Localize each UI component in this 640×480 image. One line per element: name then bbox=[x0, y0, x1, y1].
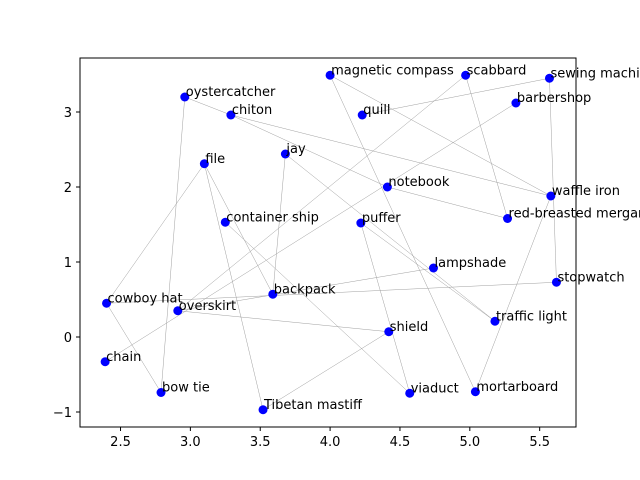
point-label-viaduct: viaduct bbox=[411, 381, 459, 396]
point-label-cowboy-hat: cowboy hat bbox=[108, 291, 183, 306]
edge-container-ship-to-viaduct bbox=[225, 222, 410, 394]
point-quill bbox=[357, 110, 367, 120]
point-label-red-breasted-merganser: red-breasted merganser bbox=[509, 207, 640, 222]
point-barbershop bbox=[511, 98, 521, 108]
point-label-puffer: puffer bbox=[362, 211, 401, 226]
edge-oystercatcher-to-bow-tie bbox=[160, 96, 186, 393]
point-label-tibetan-mastiff: Tibetan mastiff bbox=[263, 398, 363, 413]
edge-lampshade-to-overskirt bbox=[177, 267, 434, 311]
point-label-chain: chain bbox=[106, 350, 141, 365]
edge-magnetic-compass-to-mortarboard bbox=[329, 75, 476, 392]
x-tick-label: 5.0 bbox=[459, 435, 480, 450]
x-tick-label: 5.5 bbox=[529, 435, 550, 450]
edge-overskirt-to-shield bbox=[177, 310, 389, 332]
point-file bbox=[199, 159, 209, 169]
point-puffer bbox=[356, 218, 366, 228]
point-label-lampshade: lampshade bbox=[434, 256, 506, 271]
point-container-ship bbox=[220, 217, 230, 227]
x-tick-label: 4.0 bbox=[320, 435, 341, 450]
edge-magnetic-compass-to-waffle-iron bbox=[329, 75, 551, 197]
edge-chiton-to-waffle-iron bbox=[230, 114, 551, 197]
point-notebook bbox=[382, 182, 392, 192]
point-label-traffic-light: traffic light bbox=[496, 309, 567, 324]
x-tick-label: 3.5 bbox=[250, 435, 271, 450]
point-jay bbox=[280, 149, 290, 159]
point-label-scabbard: scabbard bbox=[467, 63, 527, 78]
labels-layer: magnetic compass scabbard sewing machine oy… bbox=[106, 63, 640, 413]
points-layer bbox=[100, 70, 561, 415]
edge-shield-to-tibetan-mastiff bbox=[262, 331, 389, 410]
edge-cowboy-hat-to-bow-tie bbox=[106, 303, 162, 393]
x-tick-label: 3.0 bbox=[180, 435, 201, 450]
edge-sewing-machine-to-stopwatch bbox=[549, 78, 557, 283]
y-tick-label: 2 bbox=[64, 181, 72, 196]
edge-file-to-backpack bbox=[204, 163, 274, 295]
point-sewing-machine bbox=[544, 73, 554, 83]
edge-chiton-to-notebook bbox=[230, 114, 388, 188]
point-chiton bbox=[226, 110, 236, 120]
point-label-mortarboard: mortarboard bbox=[476, 380, 558, 395]
point-viaduct bbox=[405, 388, 415, 398]
point-red-breasted-merganser bbox=[503, 214, 513, 223]
y-tick-label: −1 bbox=[53, 406, 72, 421]
point-scabbard bbox=[461, 70, 471, 80]
point-label-backpack: backpack bbox=[274, 282, 336, 297]
point-traffic-light bbox=[490, 316, 500, 326]
point-bow-tie bbox=[156, 388, 166, 397]
point-label-shield: shield bbox=[390, 320, 429, 335]
point-waffle-iron bbox=[546, 191, 556, 201]
point-label-barbershop: barbershop bbox=[517, 91, 591, 106]
point-tibetan-mastiff bbox=[258, 405, 268, 415]
edge-oystercatcher-to-chiton bbox=[184, 96, 231, 116]
point-mortarboard bbox=[470, 387, 480, 397]
point-overskirt bbox=[173, 306, 183, 316]
point-shield bbox=[384, 327, 394, 337]
edge-scabbard-to-overskirt bbox=[177, 75, 466, 311]
point-label-oystercatcher: oystercatcher bbox=[186, 85, 276, 100]
point-label-quill: quill bbox=[363, 103, 390, 118]
point-label-container-ship: container ship bbox=[226, 210, 319, 225]
y-tick-label: 3 bbox=[64, 106, 72, 121]
y-tick-label: 0 bbox=[64, 331, 72, 346]
point-label-chiton: chiton bbox=[232, 103, 272, 118]
x-tick-label: 2.5 bbox=[110, 435, 131, 450]
y-tick-label: 1 bbox=[64, 256, 72, 271]
point-label-stopwatch: stopwatch bbox=[557, 270, 624, 285]
point-magnetic-compass bbox=[325, 70, 335, 80]
point-chain bbox=[100, 357, 110, 367]
point-label-overskirt: overskirt bbox=[179, 299, 236, 314]
point-cowboy-hat bbox=[102, 298, 112, 308]
point-label-magnetic-compass: magnetic compass bbox=[331, 63, 454, 78]
axes-layer: 2.5 3.0 3.5 4.0 4.5 5.0 5.5 −1 0 1 2 3 bbox=[53, 57, 577, 450]
edge-file-to-tibetan-mastiff bbox=[204, 163, 264, 410]
plot-frame bbox=[79, 57, 577, 428]
point-label-sewing-machine: sewing machine bbox=[550, 66, 640, 81]
edge-puffer-to-viaduct bbox=[360, 222, 410, 394]
edge-stopwatch-to-cowboy-hat bbox=[106, 282, 557, 304]
x-tick-label: 4.5 bbox=[390, 435, 411, 450]
edge-puffer-to-traffic-light bbox=[360, 222, 496, 322]
point-backpack bbox=[268, 289, 278, 299]
edge-jay-to-backpack bbox=[272, 153, 286, 295]
point-stopwatch bbox=[551, 277, 561, 287]
point-label-jay: jay bbox=[285, 142, 306, 157]
edge-sewing-machine-to-quill bbox=[362, 78, 550, 116]
point-label-bow-tie: bow tie bbox=[162, 381, 210, 396]
edge-file-to-cowboy-hat bbox=[106, 163, 205, 304]
point-lampshade bbox=[428, 263, 438, 273]
edge-barbershop-to-chain bbox=[105, 102, 517, 362]
point-label-notebook: notebook bbox=[388, 175, 449, 190]
edge-notebook-to-red-breasted-merganser bbox=[387, 186, 508, 219]
point-oystercatcher bbox=[180, 92, 190, 102]
edge-jay-to-traffic-light bbox=[285, 153, 496, 322]
edge-scabbard-to-red-breasted-merganser bbox=[465, 75, 508, 219]
edges-layer bbox=[105, 75, 557, 410]
point-label-waffle-iron: waffle iron bbox=[552, 184, 620, 199]
edge-waffle-iron-to-mortarboard bbox=[475, 195, 552, 392]
point-label-file: file bbox=[205, 152, 225, 167]
